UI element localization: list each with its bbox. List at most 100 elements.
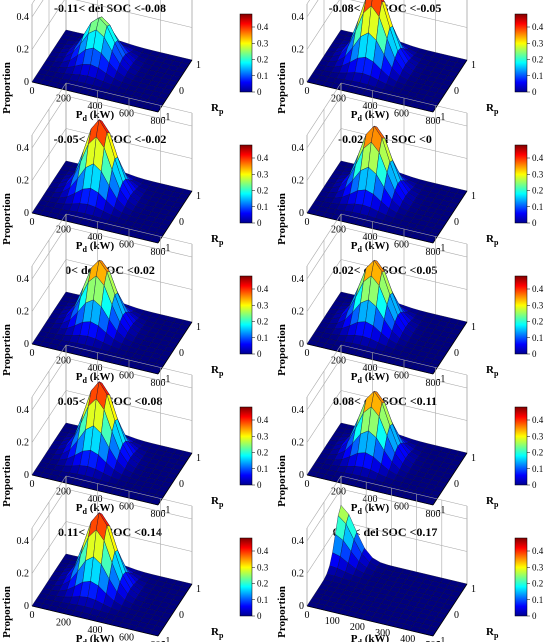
panel-6: 0.02< del SOC <0.0500.20.40200400600800-… xyxy=(276,213,544,389)
x-tick-label: 800 xyxy=(426,509,441,520)
y-axis-label: Rp xyxy=(211,102,224,116)
surface xyxy=(31,16,193,113)
colorbar-tick-label: 0.3 xyxy=(532,431,544,441)
x-tick-label: 200 xyxy=(331,94,346,105)
y-tick-label: 1 xyxy=(471,322,476,333)
colorbar-tick-label: 0.3 xyxy=(257,431,269,441)
surface xyxy=(31,511,193,637)
colorbar-tick-label: 0.4 xyxy=(532,546,544,556)
colorbar-tick-label: 0.3 xyxy=(532,38,544,48)
colorbar: 0 0.1 0.2 0.3 0.4 xyxy=(239,537,269,621)
z-tick-label: 0 xyxy=(24,208,29,219)
y-tick-label: 0 xyxy=(454,610,459,621)
x-axis-label: Pd (kW) xyxy=(351,502,390,516)
z-tick-label: 0.2 xyxy=(292,45,305,56)
z-tick-label: 0 xyxy=(299,470,304,481)
surface xyxy=(31,380,193,506)
colorbar: 0 0.1 0.2 0.3 0.4 xyxy=(239,144,269,228)
panel-3: -0.05< del SOC <-0.0200.20.4020040060080… xyxy=(1,82,269,258)
y-axis-label: Rp xyxy=(211,626,224,640)
x-tick-label: 400 xyxy=(88,625,103,636)
z-tick-label: 0.2 xyxy=(17,569,30,580)
panel-2: -0.08< del SOC <-0.0500.20.4020040060080… xyxy=(276,0,544,127)
x-tick-label: 500 xyxy=(426,640,441,642)
x-tick-label: 400 xyxy=(88,494,103,505)
x-tick-label: 400 xyxy=(363,494,378,505)
x-tick-label: 800 xyxy=(151,640,166,642)
x-tick-label: 200 xyxy=(56,356,71,367)
x-tick-label: 400 xyxy=(363,232,378,243)
z-tick-label: 0.2 xyxy=(17,176,30,187)
y-axis-label: Rp xyxy=(486,364,499,378)
surface xyxy=(306,259,468,375)
colorbar-tick-label: 0 xyxy=(532,480,537,490)
colorbar-tick-label: 0.1 xyxy=(532,71,543,81)
x-tick-label: 600 xyxy=(394,502,409,513)
x-tick-label: 100 xyxy=(325,616,340,627)
z-tick-label: 0.4 xyxy=(17,274,30,285)
x-tick-label: 800 xyxy=(426,378,441,389)
colorbar-tick-label: 0 xyxy=(257,611,262,621)
colorbar-tick-label: 0 xyxy=(257,480,262,490)
z-tick-label: 0.2 xyxy=(292,176,305,187)
x-axis-label: Pd (kW) xyxy=(351,240,390,254)
z-axis-label: Proportion xyxy=(1,586,13,638)
x-axis-label: Pd (kW) xyxy=(76,633,115,642)
x-tick-label: 600 xyxy=(394,109,409,120)
z-tick-label: 0.4 xyxy=(17,12,30,23)
x-tick-label: 800 xyxy=(426,116,441,127)
colorbar: 0 0.1 0.2 0.3 0.4 xyxy=(514,144,544,228)
x-tick-label: 0 xyxy=(30,610,35,621)
y-axis-label: Rp xyxy=(486,626,499,640)
panel-7: 0.05< del SOC <0.0800.20.40200400600800-… xyxy=(1,344,269,520)
panel-1: -0.11< del SOC <-0.0800.20.4020040060080… xyxy=(1,0,269,127)
y-axis-label: Rp xyxy=(486,233,499,247)
x-tick-label: 400 xyxy=(400,634,415,642)
x-tick-label: 0 xyxy=(305,348,310,359)
x-tick-label: 600 xyxy=(119,109,134,120)
x-tick-label: 0 xyxy=(30,86,35,97)
z-axis-label: Proportion xyxy=(1,455,13,507)
colorbar-tick-label: 0.4 xyxy=(257,22,269,32)
y-tick-label: 0 xyxy=(454,217,459,228)
z-tick-label: 0.2 xyxy=(17,307,30,318)
x-axis-label: Pd (kW) xyxy=(76,371,115,385)
colorbar: 0 0.1 0.2 0.3 0.4 xyxy=(239,275,269,359)
x-axis-label: Pd (kW) xyxy=(351,109,390,123)
z-axis-label: Proportion xyxy=(1,324,13,376)
x-tick-label: 800 xyxy=(151,378,166,389)
y-tick-label: 0 xyxy=(179,348,184,359)
x-tick-label: 800 xyxy=(151,116,166,127)
axes-box xyxy=(31,82,193,214)
colorbar-tick-label: 0.4 xyxy=(257,153,269,163)
surface xyxy=(306,0,468,113)
z-tick-label: 0.2 xyxy=(17,438,30,449)
y-tick-label: -1 xyxy=(162,374,170,385)
x-tick-label: 200 xyxy=(56,618,71,629)
x-axis-label: Pd (kW) xyxy=(76,502,115,516)
x-axis-label: Pd (kW) xyxy=(351,633,390,642)
x-tick-label: 600 xyxy=(119,502,134,513)
y-tick-label: -1 xyxy=(162,505,170,516)
colorbar-tick-label: 0.1 xyxy=(532,595,543,605)
x-tick-label: 800 xyxy=(151,509,166,520)
z-tick-label: 0.4 xyxy=(292,536,305,547)
colorbar-tick-label: 0.2 xyxy=(257,55,268,65)
colorbar-tick-label: 0.2 xyxy=(532,448,543,458)
colorbar-tick-label: 0.2 xyxy=(532,579,543,589)
colorbar-tick-label: 0.4 xyxy=(257,546,269,556)
z-tick-label: 0.2 xyxy=(292,438,305,449)
colorbar-tick-label: 0 xyxy=(257,87,262,97)
x-tick-label: 600 xyxy=(119,633,134,642)
surface xyxy=(31,259,193,375)
colorbar: 0 0.1 0.2 0.3 0.4 xyxy=(514,13,544,97)
colorbar-tick-label: 0.4 xyxy=(532,22,544,32)
x-tick-label: 200 xyxy=(331,225,346,236)
x-tick-label: 0 xyxy=(305,479,310,490)
z-tick-label: 0.2 xyxy=(292,307,305,318)
z-tick-label: 0 xyxy=(24,470,29,481)
colorbar-tick-label: 0.1 xyxy=(257,333,268,343)
surface xyxy=(306,504,468,637)
x-tick-label: 0 xyxy=(305,86,310,97)
colorbar-tick-label: 0.1 xyxy=(532,333,543,343)
